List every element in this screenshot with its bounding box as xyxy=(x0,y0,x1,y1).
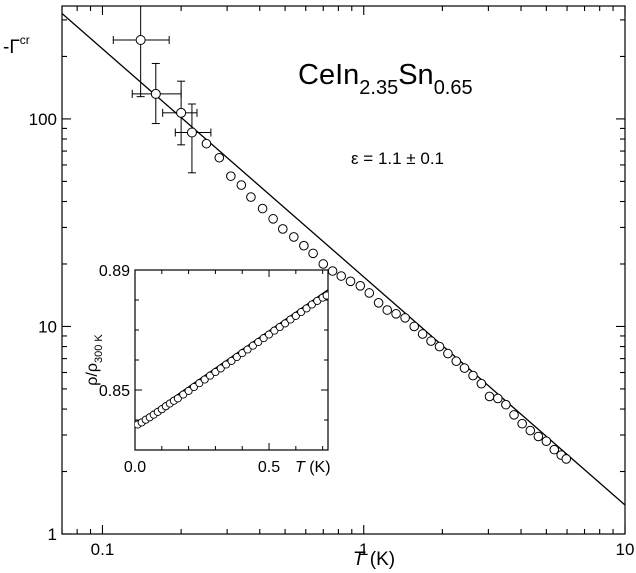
inset-ticks xyxy=(134,269,328,451)
main-data-point xyxy=(468,370,478,381)
main-error-points xyxy=(112,5,212,174)
inset-data-point xyxy=(322,291,328,300)
main-data-point xyxy=(509,410,519,420)
main-data-point xyxy=(549,444,560,455)
main-data-point xyxy=(201,138,212,149)
main-data-point xyxy=(318,259,329,269)
main-x-tick-label: 10 xyxy=(616,540,635,559)
inset-data-point xyxy=(227,356,236,365)
compound-mid: Sn xyxy=(398,59,433,91)
main-y-axis-label: -Γcr xyxy=(3,33,30,58)
main-error-point xyxy=(131,62,182,125)
main-data-point xyxy=(426,336,436,346)
main-data-point xyxy=(533,431,544,442)
inset-data-point xyxy=(232,352,241,362)
inset-y-axis-label: ρ/ρ300 K xyxy=(84,334,105,386)
main-data-point xyxy=(345,276,356,287)
compound-base: CeIn xyxy=(298,59,359,91)
main-y-label-prefix: -Γ xyxy=(3,37,20,58)
main-data-point xyxy=(417,329,428,339)
main-data-point xyxy=(257,203,268,214)
inset-data-point xyxy=(200,375,209,384)
main-data-point xyxy=(336,271,347,281)
inset-data-point xyxy=(302,304,311,313)
main-data-point xyxy=(214,152,225,163)
main-data-point xyxy=(327,266,338,276)
main-data-point xyxy=(400,313,410,323)
compound-sub1: 2.35 xyxy=(359,77,398,99)
main-plot-frame xyxy=(61,5,626,535)
inset-x-axis-label: T (K) xyxy=(295,459,331,476)
main-data-point xyxy=(373,298,384,308)
main-data-point xyxy=(308,248,318,259)
main-x-tick-label: 1 xyxy=(359,540,368,559)
main-data-point xyxy=(268,214,278,224)
main-data-point xyxy=(493,393,503,404)
main-error-point xyxy=(174,103,212,174)
main-data-point xyxy=(525,425,536,436)
main-x-tick-label: 0.1 xyxy=(91,540,115,559)
inset-data-point xyxy=(243,345,252,354)
main-ticks xyxy=(61,6,626,535)
main-data-point xyxy=(459,363,470,373)
main-data-point xyxy=(451,356,462,367)
inset-y-label-rho: ρ/ρ xyxy=(84,363,101,386)
inset-y-tick-label: 0.85 xyxy=(99,383,130,400)
main-y-tick-label: 10 xyxy=(38,317,57,336)
main-data-point xyxy=(246,192,256,202)
main-x-label-italic: T xyxy=(353,549,366,570)
inset-data-point xyxy=(173,394,182,403)
main-data-points xyxy=(201,138,572,464)
main-y-label-sup: cr xyxy=(20,33,30,47)
main-data-point xyxy=(382,305,393,315)
main-data-point xyxy=(561,454,572,464)
main-y-tick-label: 1 xyxy=(48,525,57,544)
inset-data-point xyxy=(281,319,290,328)
main-data-point xyxy=(541,436,552,446)
main-data-point xyxy=(355,281,366,291)
inset-x-label-unit: (K) xyxy=(305,459,331,476)
compound-sub2: 0.65 xyxy=(434,77,473,99)
main-data-point xyxy=(277,224,288,234)
inset-y-tick-label: 0.89 xyxy=(99,263,130,280)
main-data-point xyxy=(364,288,375,298)
main-x-label-unit: (K) xyxy=(365,549,396,570)
main-data-point xyxy=(391,309,401,319)
main-data-point xyxy=(226,171,236,181)
main-data-point xyxy=(517,418,527,429)
inset-data-point xyxy=(216,364,225,373)
inset-x-label-italic: T xyxy=(295,459,306,476)
inset-x-tick-label: 0.0 xyxy=(124,459,146,476)
main-y-tick-label: 100 xyxy=(29,110,57,129)
main-error-point xyxy=(112,5,170,98)
inset-y-label-sub: 300 K xyxy=(93,334,105,363)
inset-data-point xyxy=(264,330,274,339)
inset-data-point xyxy=(254,337,263,347)
inset-data-point xyxy=(291,311,300,320)
main-data-point xyxy=(299,240,309,251)
inset-data-point xyxy=(189,382,199,392)
inset-data-points xyxy=(135,291,328,429)
inset-tick-labels: 0.0 0.5 0.85 0.89 xyxy=(99,263,280,476)
main-data-point xyxy=(501,399,511,410)
main-error-point xyxy=(162,80,198,146)
main-data-point xyxy=(289,232,299,242)
inset-data-point xyxy=(184,386,193,395)
epsilon-annotation: ε = 1.1 ± 0.1 xyxy=(351,149,444,168)
main-data-point xyxy=(443,348,453,359)
main-data-point xyxy=(476,378,487,389)
main-x-axis-label: T (K) xyxy=(353,549,395,570)
compound-annotation: CeIn2.35Sn0.65 xyxy=(298,59,473,99)
inset-x-tick-label: 0.5 xyxy=(258,459,280,476)
main-data-point xyxy=(434,341,445,352)
main-data-point xyxy=(409,321,419,332)
main-data-point xyxy=(236,180,247,190)
main-data-point xyxy=(484,391,495,402)
main-tick-labels: 0.1 1 10 1 10 100 xyxy=(29,110,635,559)
